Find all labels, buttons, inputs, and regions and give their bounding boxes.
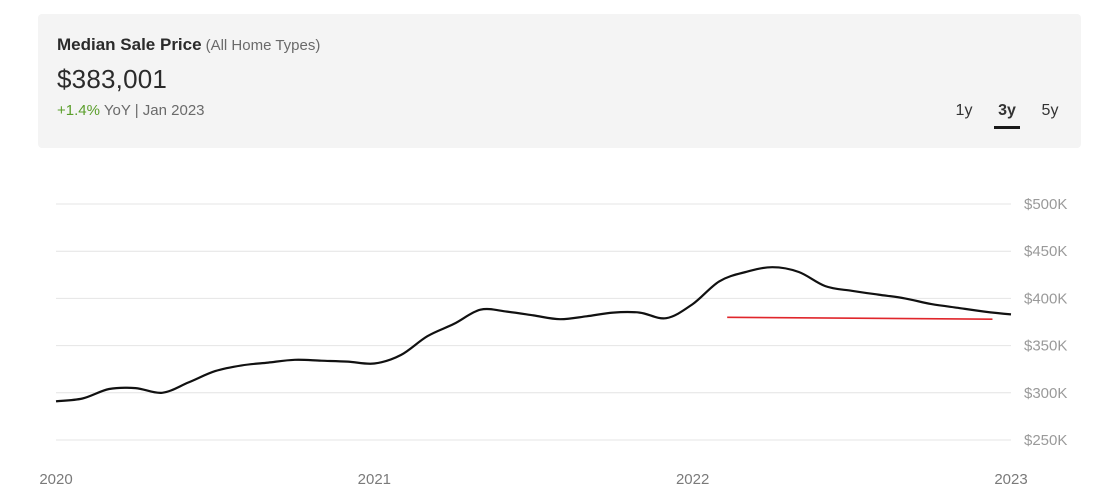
median-price-value: $383,001: [57, 64, 168, 94]
title-row: Median Sale Price (All Home Types): [57, 35, 320, 55]
y-tick-label: $400K: [1024, 290, 1067, 307]
yoy-change-percent: +1.4%: [57, 102, 100, 119]
x-tick-label: 2021: [358, 471, 391, 488]
reference-trend-line: [727, 316, 993, 320]
chart-title: Median Sale Price: [57, 35, 202, 54]
line-chart: $250K $300K $350K $400K $450K $500K 2020 2021 20…: [39, 196, 1067, 488]
change-row: +1.4% YoY | Jan 2023: [57, 102, 205, 119]
median-price-series-line: [55, 266, 1012, 403]
y-tick-label: $450K: [1024, 243, 1067, 260]
summary-card: Median Sale Price (All Home Types) $383,0…: [38, 14, 1081, 148]
chart-subtitle: (All Home Types): [205, 37, 321, 54]
time-range-tabs: 1y 3y 5y: [934, 100, 1059, 129]
y-tick-label: $300K: [1024, 385, 1067, 402]
y-tick-label: $350K: [1024, 338, 1067, 355]
x-tick-label: 2023: [994, 471, 1027, 488]
x-tick-label: 2022: [676, 471, 709, 488]
chart-area: $250K $300K $350K $400K $450K $500K 2020 2021 20…: [0, 150, 1100, 501]
range-tab-1y[interactable]: 1y: [955, 102, 973, 119]
range-tab-3y[interactable]: 3y: [994, 100, 1020, 129]
y-tick-label: $500K: [1024, 196, 1067, 213]
yoy-change-label: YoY | Jan 2023: [99, 102, 205, 119]
x-tick-label: 2020: [39, 471, 72, 488]
y-tick-label: $250K: [1024, 432, 1067, 449]
range-tab-5y[interactable]: 5y: [1041, 102, 1059, 119]
